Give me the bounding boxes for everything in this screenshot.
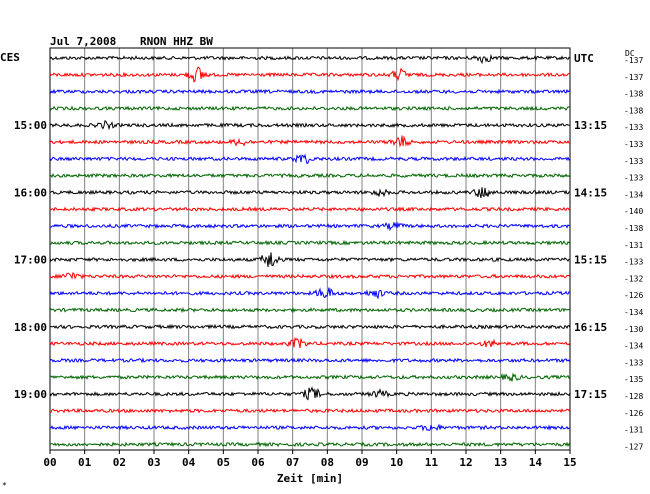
dc-offset-label: -127 bbox=[624, 442, 643, 451]
left-hour-label: 19:00 bbox=[14, 388, 47, 401]
seismic-traces bbox=[49, 53, 571, 448]
left-hour-label: 18:00 bbox=[14, 321, 47, 334]
trace-1 bbox=[49, 66, 570, 83]
dc-offset-label: -138 bbox=[624, 224, 643, 233]
right-hour-label: 15:15 bbox=[574, 254, 607, 267]
trace-16 bbox=[49, 323, 571, 330]
dc-offset-label: -133 bbox=[624, 123, 643, 132]
x-tick-label-14: 14 bbox=[529, 456, 543, 469]
right-hour-label: 17:15 bbox=[574, 388, 607, 401]
dc-offset-label: -138 bbox=[624, 106, 643, 115]
dc-offset-label: -135 bbox=[624, 375, 643, 384]
trace-10 bbox=[50, 221, 571, 232]
dc-offset-label: -133 bbox=[624, 174, 643, 183]
x-tick-label-12: 12 bbox=[459, 456, 472, 469]
x-axis-label: Zeit [min] bbox=[277, 472, 343, 485]
x-tick-label-02: 02 bbox=[113, 456, 126, 469]
trace-6 bbox=[49, 153, 571, 165]
trace-8 bbox=[49, 187, 571, 199]
left-hour-label: 17:00 bbox=[14, 254, 47, 267]
trace-9 bbox=[49, 206, 571, 213]
x-tick-label-09: 09 bbox=[355, 456, 368, 469]
corner-mark: * bbox=[2, 481, 7, 490]
x-tick-label-10: 10 bbox=[390, 456, 403, 469]
trace-11 bbox=[49, 239, 571, 246]
trace-12 bbox=[49, 252, 570, 268]
dc-offset-label: -130 bbox=[624, 325, 643, 334]
dc-offset-labels: -137 -137 -138 -138 -133 -133 -133 -133 -134 -140… bbox=[624, 56, 643, 451]
x-tick-label-07: 07 bbox=[286, 456, 299, 469]
dc-offset-label: -133 bbox=[624, 157, 643, 166]
dc-offset-label: -137 bbox=[624, 73, 643, 82]
left-hour-labels: 15:00 16:00 17:00 18:00 19:00 bbox=[14, 119, 47, 401]
x-tick-label-06: 06 bbox=[251, 456, 265, 469]
x-tick-label-00: 00 bbox=[43, 456, 56, 469]
x-tick-label-15: 15 bbox=[563, 456, 576, 469]
header-date: Jul 7,2008 bbox=[50, 35, 116, 48]
trace-22 bbox=[49, 423, 571, 432]
x-axis-ticks: 00 01 02 03 04 05 06 07 08 09 10 11 12 13 14 15 bbox=[43, 450, 577, 469]
plot-frame bbox=[49, 47, 571, 451]
dc-offset-label: -131 bbox=[624, 426, 643, 435]
header-station: RNON HHZ BW bbox=[140, 35, 213, 48]
right-hour-labels: UTC 13:15 14:15 15:15 16:15 17:15 bbox=[574, 52, 607, 401]
dc-offset-label: -138 bbox=[624, 90, 643, 99]
right-hour-label: 14:15 bbox=[574, 186, 607, 199]
left-timezone-label: CES bbox=[0, 51, 20, 64]
trace-19 bbox=[49, 372, 571, 382]
dc-offset-label: -131 bbox=[624, 241, 643, 250]
trace-3 bbox=[49, 105, 571, 112]
minute-gridlines bbox=[84, 48, 536, 450]
trace-2 bbox=[49, 88, 571, 95]
trace-15 bbox=[49, 306, 571, 314]
right-hour-label: UTC bbox=[574, 52, 594, 65]
trace-5 bbox=[49, 135, 571, 148]
x-tick-label-04: 04 bbox=[182, 456, 196, 469]
dc-offset-label: -134 bbox=[624, 308, 643, 317]
left-hour-label: 16:00 bbox=[14, 186, 47, 199]
trace-7 bbox=[49, 172, 571, 179]
x-tick-label-05: 05 bbox=[217, 456, 230, 469]
trace-14 bbox=[49, 287, 571, 300]
dc-offset-label: -132 bbox=[624, 274, 643, 283]
trace-13 bbox=[49, 271, 571, 280]
left-hour-label: 15:00 bbox=[14, 119, 47, 132]
dc-offset-label: -137 bbox=[624, 56, 643, 65]
trace-0 bbox=[49, 53, 571, 65]
trace-17 bbox=[49, 336, 571, 348]
dc-offset-label: -134 bbox=[624, 190, 643, 199]
dc-offset-label: -133 bbox=[624, 140, 643, 149]
trace-23 bbox=[49, 441, 571, 448]
trace-4 bbox=[49, 119, 571, 131]
dc-header-label: DC bbox=[625, 49, 635, 58]
trace-20 bbox=[49, 386, 571, 401]
right-hour-label: 16:15 bbox=[574, 321, 607, 334]
dc-offset-label: -126 bbox=[624, 409, 643, 418]
x-tick-label-11: 11 bbox=[425, 456, 439, 469]
dc-offset-label: -128 bbox=[624, 392, 643, 401]
right-hour-label: 13:15 bbox=[574, 119, 607, 132]
x-tick-label-08: 08 bbox=[321, 456, 334, 469]
dc-offset-label: -133 bbox=[624, 358, 643, 367]
dc-offset-label: -140 bbox=[624, 207, 643, 216]
dc-offset-label: -134 bbox=[624, 342, 643, 351]
x-tick-label-13: 13 bbox=[494, 456, 507, 469]
x-tick-label-03: 03 bbox=[147, 456, 160, 469]
x-tick-label-01: 01 bbox=[78, 456, 92, 469]
dc-offset-label: -126 bbox=[624, 291, 643, 300]
dc-offset-label: -133 bbox=[624, 258, 643, 267]
trace-21 bbox=[49, 407, 571, 414]
trace-18 bbox=[49, 357, 571, 364]
